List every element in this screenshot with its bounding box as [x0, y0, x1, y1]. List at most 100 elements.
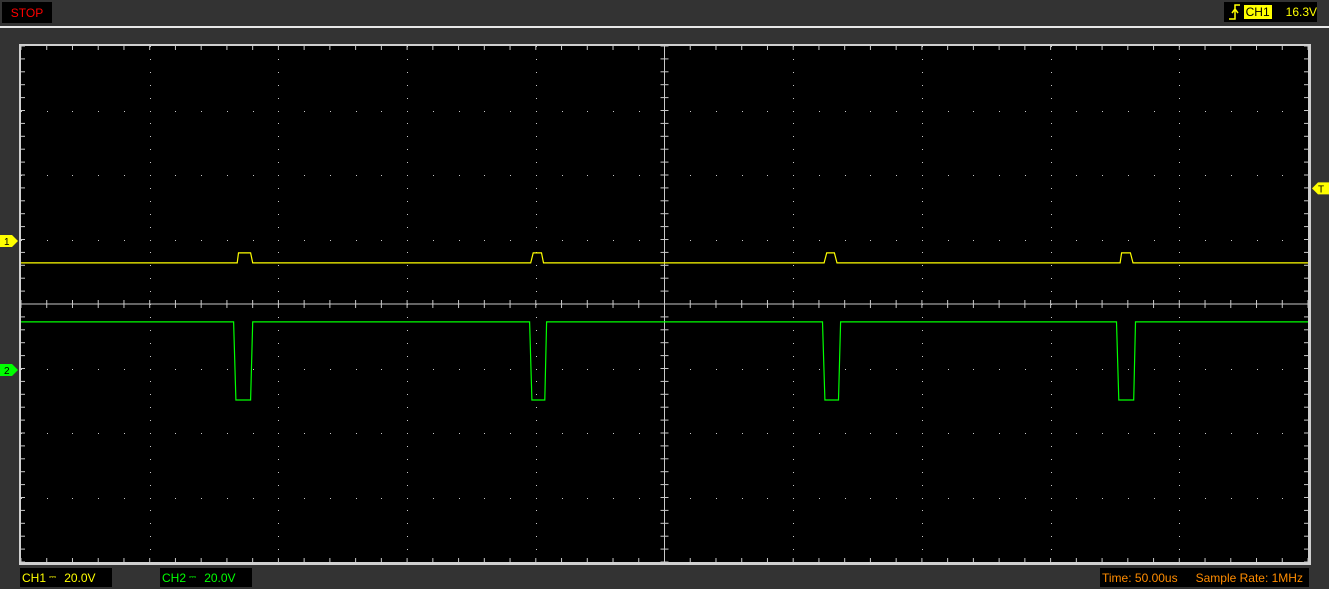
grid-dot: [1205, 175, 1206, 176]
grid-dot: [922, 46, 923, 47]
grid-dot: [150, 72, 151, 73]
grid-dot: [1179, 472, 1180, 473]
grid-dot: [587, 498, 588, 499]
grid-dot: [1102, 498, 1103, 499]
ch2-scale-info[interactable]: CH2 ⎓ 20.0V: [160, 568, 252, 587]
grid-dot: [1051, 317, 1052, 318]
grid-dot: [278, 162, 279, 163]
grid-dot: [1076, 240, 1077, 241]
grid-dot: [1179, 381, 1180, 382]
grid-dot: [1051, 291, 1052, 292]
grid-dot: [1025, 240, 1026, 241]
grid-dot: [253, 175, 254, 176]
grid-dot: [278, 446, 279, 447]
grid-dot: [278, 123, 279, 124]
grid-dot: [922, 330, 923, 331]
run-stop-button[interactable]: STOP: [2, 2, 52, 23]
grid-dot: [1179, 175, 1180, 176]
grid-dot: [407, 446, 408, 447]
grid-dot: [896, 240, 897, 241]
grid-dot: [1231, 498, 1232, 499]
rising-edge-icon: [1229, 4, 1240, 20]
grid-dot: [639, 498, 640, 499]
grid-dot: [536, 278, 537, 279]
grid-dot: [999, 433, 1000, 434]
grid-dot: [1051, 523, 1052, 524]
grid-dot: [922, 472, 923, 473]
grid-dot: [175, 111, 176, 112]
grid-dot: [407, 369, 408, 370]
dc-coupling-icon: ⎓: [49, 572, 57, 582]
grid-dot: [150, 356, 151, 357]
grid-dot: [922, 369, 923, 370]
grid-dot: [278, 330, 279, 331]
grid-dot: [1051, 446, 1052, 447]
grid-dot: [47, 498, 48, 499]
grid-dot: [742, 433, 743, 434]
grid-dot: [253, 369, 254, 370]
grid-dot: [793, 394, 794, 395]
grid-dot: [1231, 433, 1232, 434]
grid-dot: [1179, 162, 1180, 163]
grid-dot: [793, 252, 794, 253]
grid-dot: [1128, 369, 1129, 370]
grid-dot: [1154, 498, 1155, 499]
trigger-source: CH1: [1243, 5, 1272, 19]
grid-dot: [253, 111, 254, 112]
dc-coupling-icon: ⎓: [189, 572, 197, 582]
grid-dot: [278, 562, 279, 563]
grid-dot: [407, 317, 408, 318]
grid-dot: [999, 240, 1000, 241]
grid-dot: [459, 240, 460, 241]
grid-dot: [1051, 369, 1052, 370]
grid-dot: [1179, 214, 1180, 215]
grid-dot: [948, 498, 949, 499]
grid-dot: [381, 240, 382, 241]
grid-dot: [793, 98, 794, 99]
ch1-scale-info[interactable]: CH1 ⎓ 20.0V: [20, 568, 112, 587]
grid-dot: [304, 175, 305, 176]
grid-dot: [742, 175, 743, 176]
grid-dot: [1282, 433, 1283, 434]
grid-dot: [922, 123, 923, 124]
grid-dot: [1128, 175, 1129, 176]
grid-dot: [896, 433, 897, 434]
grid-dot: [150, 123, 151, 124]
grid-dot: [1179, 227, 1180, 228]
grid-dot: [356, 498, 357, 499]
grid-dot: [1051, 485, 1052, 486]
grid-dot: [1257, 433, 1258, 434]
grid-dot: [72, 433, 73, 434]
grid-dot: [330, 175, 331, 176]
grid-dot: [742, 240, 743, 241]
grid-dot: [1051, 278, 1052, 279]
grid-dot: [201, 175, 202, 176]
grid-dot: [639, 175, 640, 176]
grid-dot: [690, 498, 691, 499]
grid-dot: [407, 98, 408, 99]
trigger-info[interactable]: CH1 16.3V: [1224, 2, 1317, 22]
grid-dot: [1205, 498, 1206, 499]
grid-dot: [948, 433, 949, 434]
grid-dot: [278, 240, 279, 241]
ch2-scale: 20.0V: [204, 570, 236, 585]
grid-dot: [1179, 72, 1180, 73]
grid-dot: [1179, 485, 1180, 486]
grid-dot: [767, 175, 768, 176]
grid-dot: [973, 369, 974, 370]
grid-dot: [793, 485, 794, 486]
grid-dot: [922, 317, 923, 318]
grid-dot: [870, 240, 871, 241]
grid-dot: [175, 175, 176, 176]
grid-dot: [1051, 498, 1052, 499]
grid-dot: [150, 446, 151, 447]
grid-dot: [278, 214, 279, 215]
timebase-info[interactable]: Time: 50.00us Sample Rate: 1MHz: [1100, 568, 1309, 587]
grid-dot: [587, 433, 588, 434]
grid-dot: [793, 278, 794, 279]
grid-dot: [922, 459, 923, 460]
grid-dot: [845, 240, 846, 241]
grid-dot: [1179, 265, 1180, 266]
grid-dot: [1179, 201, 1180, 202]
